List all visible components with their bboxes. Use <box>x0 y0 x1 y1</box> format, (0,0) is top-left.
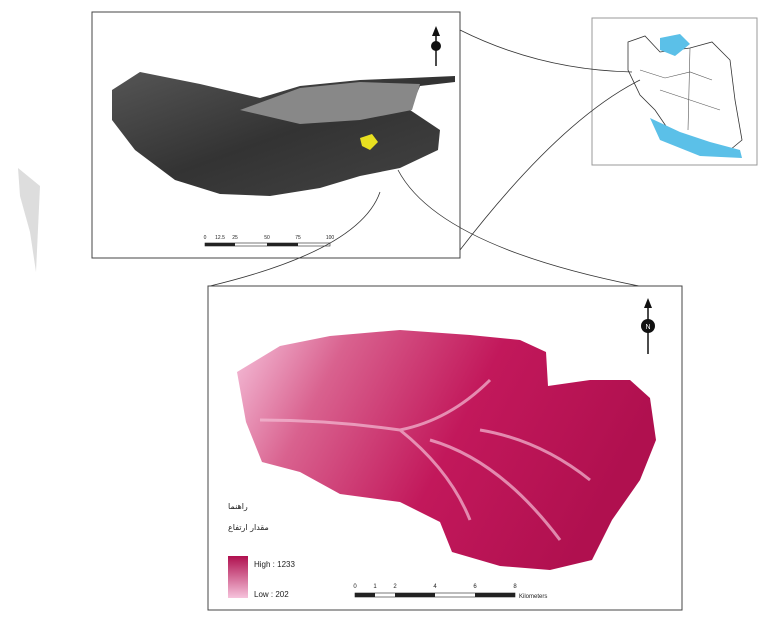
inset-scale-label: 75 <box>295 235 301 241</box>
inset-scale-label: 50 <box>264 235 270 241</box>
inset-scale-label: 100 <box>326 235 335 241</box>
inset-scale-label: 25 <box>232 235 238 241</box>
scale-unit: Kilometers <box>519 594 547 600</box>
north-label: N <box>645 324 650 331</box>
legend-ramp <box>228 556 248 598</box>
connector <box>209 191 381 287</box>
legend-subtitle: مقدار ارتفاع <box>228 523 269 532</box>
scale-label: 2 <box>393 584 397 590</box>
scale-label: 8 <box>513 584 517 590</box>
study-area-highlight <box>360 134 378 150</box>
inset-scale-label: 12.5 <box>215 235 225 241</box>
scale-label: 1 <box>373 584 377 590</box>
scale-label: 0 <box>353 584 357 590</box>
scale-label: 4 <box>433 584 437 590</box>
scale-bar <box>354 592 516 598</box>
legend-title: راهنما <box>228 502 248 511</box>
scale-label: 6 <box>473 584 477 590</box>
connector <box>459 29 633 73</box>
caspian-sea <box>660 34 690 56</box>
province-borders <box>639 47 721 131</box>
legend-low: Low : 202 <box>254 590 289 599</box>
connector <box>397 169 661 291</box>
decoration <box>18 168 40 272</box>
persian-gulf <box>650 118 742 158</box>
elevation-surface <box>237 330 656 570</box>
inset-north-arrow <box>431 26 441 66</box>
inset-scale-label: 0 <box>204 235 207 241</box>
valley-lines <box>259 378 591 541</box>
lowland <box>240 82 420 124</box>
main-north-arrow <box>641 298 655 354</box>
inset-scale-bar <box>204 242 331 247</box>
connector <box>459 79 641 251</box>
legend-high: High : 1233 <box>254 560 295 569</box>
